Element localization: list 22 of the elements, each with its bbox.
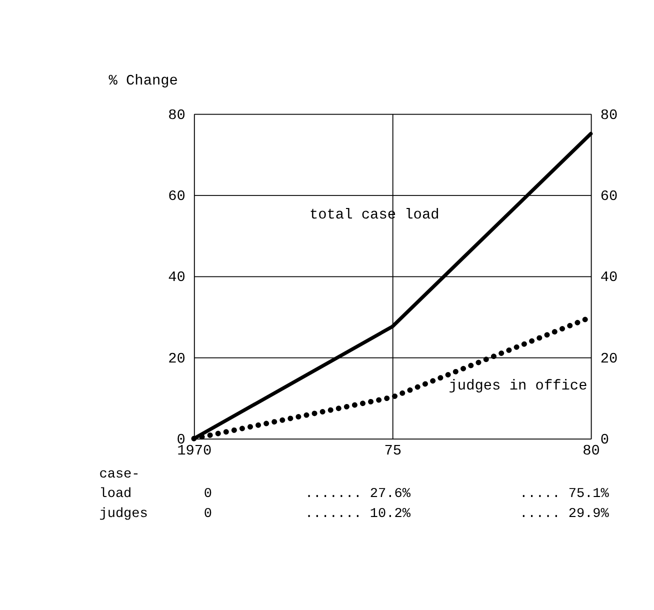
y2-tick-label: 0 xyxy=(600,432,609,449)
text: 0 xyxy=(204,487,212,502)
y-tick-label: 80 xyxy=(168,108,186,124)
text: ....... 10.2% xyxy=(304,507,412,522)
text: ..... 75.1% xyxy=(520,487,610,502)
text: load xyxy=(99,487,132,502)
y-tick-label: 60 xyxy=(168,188,186,205)
y2-tick-label: 40 xyxy=(600,270,618,286)
x-tick-label: 75 xyxy=(384,443,402,460)
text: case- xyxy=(99,467,140,482)
text: ....... 27.6% xyxy=(304,487,412,502)
y2-tick-label: 20 xyxy=(600,351,618,368)
y-tick-label: 20 xyxy=(168,351,186,368)
y-tick-label: 40 xyxy=(168,270,186,286)
x-tick-label: 80 xyxy=(582,443,600,460)
text: 0 xyxy=(204,507,212,522)
text: judges xyxy=(99,507,148,522)
y-axis-title: % Change xyxy=(108,74,178,90)
series-label: judges in office xyxy=(448,378,588,394)
y2-tick-label: 60 xyxy=(600,188,618,205)
text: ..... 29.9% xyxy=(520,507,610,522)
y2-tick-label: 80 xyxy=(600,108,618,124)
